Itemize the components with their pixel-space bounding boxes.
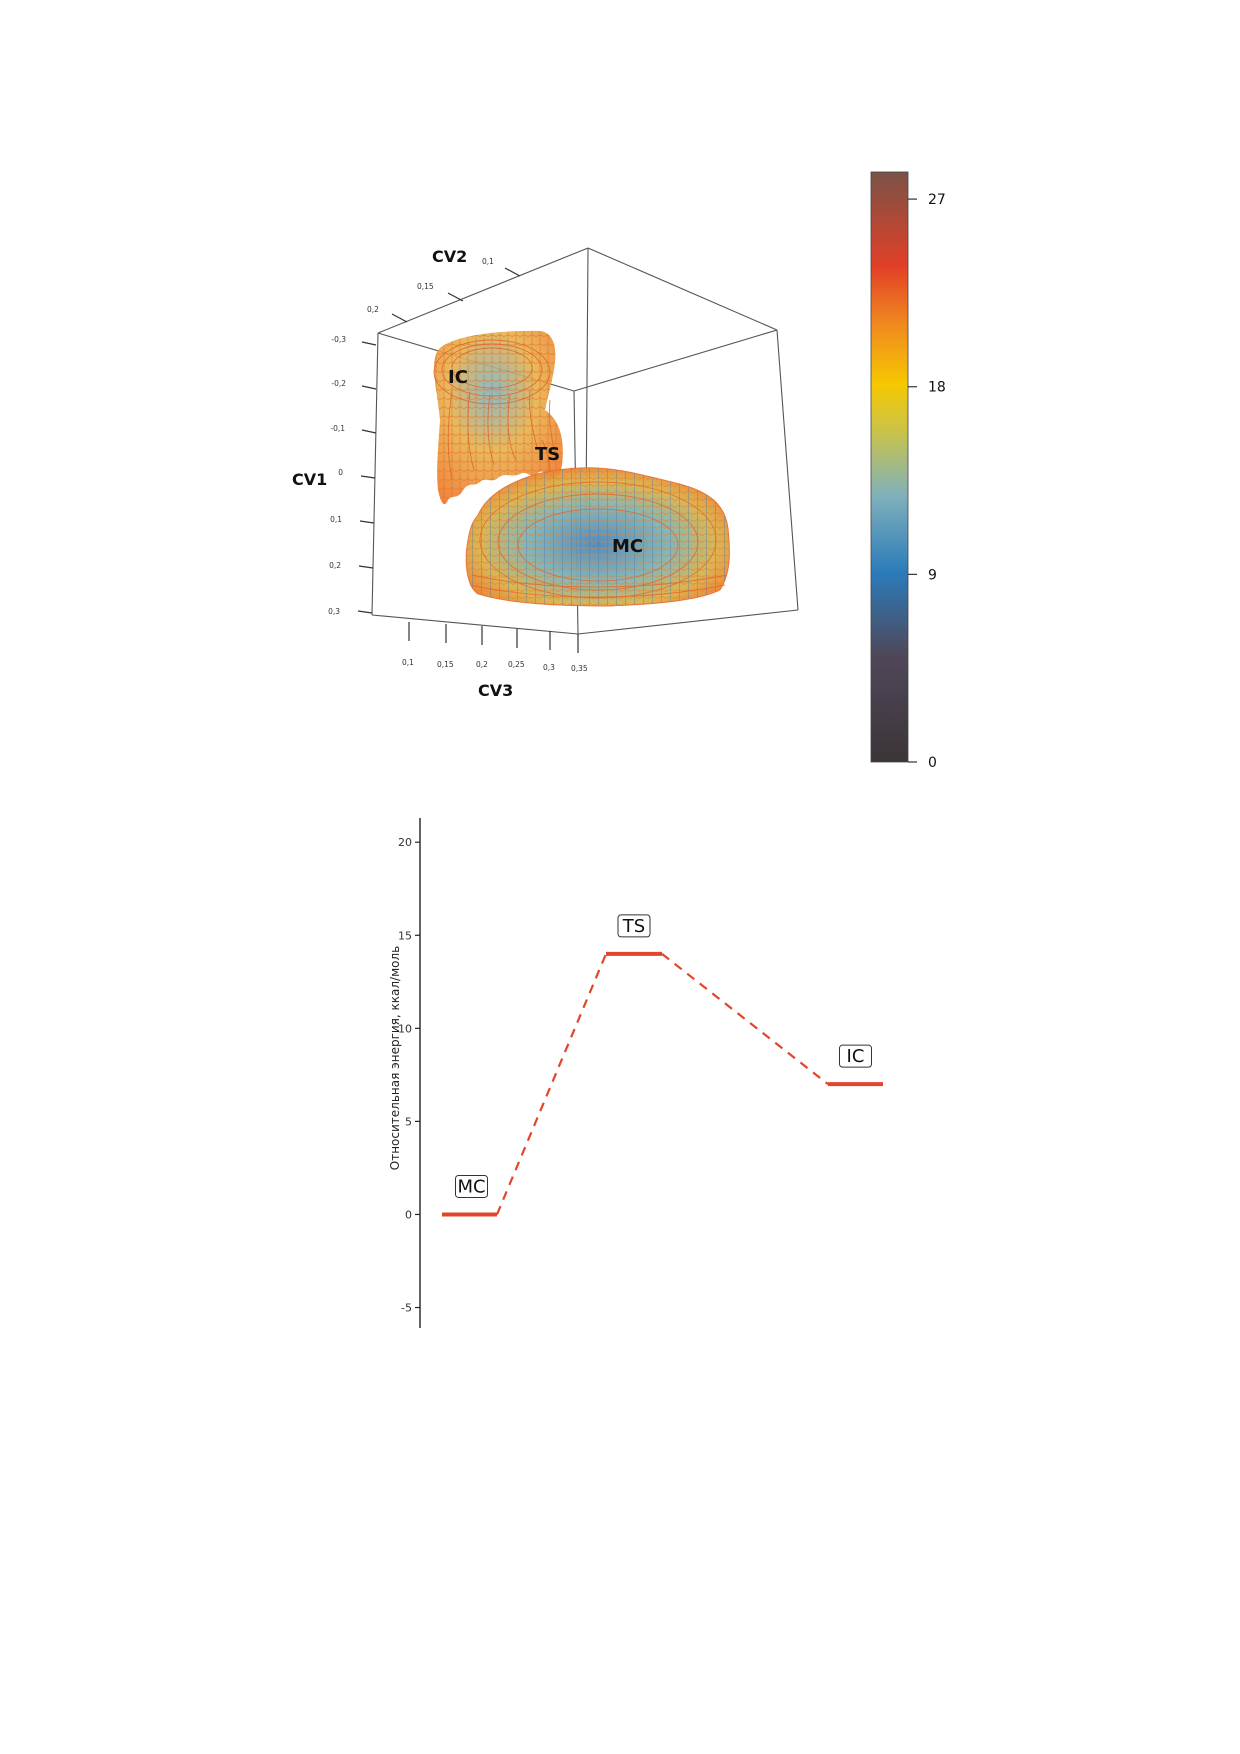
y-axis-label: Относительная энергия, ккал/моль: [388, 946, 402, 1170]
colorbar-ticks: 0 9 18 27: [908, 192, 946, 771]
state-label-box: [617, 914, 651, 938]
y-tick-label: 10: [398, 1022, 412, 1035]
ic-isosurface: [433, 330, 563, 505]
cv2-tick: 0,2: [367, 305, 379, 314]
y-tick-label: 20: [398, 836, 412, 849]
cv1-axis-label: CV1: [292, 470, 327, 489]
cv1-tick: 0,2: [329, 561, 341, 570]
cv2-tick: 0,1: [482, 257, 494, 266]
cv3-tick: 0,3: [543, 663, 555, 672]
cv3-tick: 0,35: [571, 664, 588, 673]
cv3-axis-label: CV3: [478, 681, 513, 700]
colorbar-gradient: [870, 171, 909, 763]
colorbar: 0 9 18 27: [870, 171, 946, 771]
cv1-tick: 0,3: [328, 607, 340, 616]
cv2-tick: 0,15: [417, 282, 434, 291]
colorbar-tick-label: 27: [928, 192, 946, 208]
cv1-tick: -0,1: [330, 424, 345, 433]
state-label-ts: TS: [622, 916, 645, 937]
isosurface-figure: -0,3 -0,2 -0,1 0 0,1 0,2 0,3 CV1 0,2 0,1…: [292, 171, 946, 771]
y-tick-label: 0: [405, 1208, 412, 1221]
colorbar-tick-label: 9: [928, 567, 937, 583]
cv1-tick: -0,3: [331, 335, 346, 344]
profile-connector: [495, 953, 608, 1215]
cv2-axis: 0,2 0,15 0,1 CV2: [367, 247, 521, 323]
y-tick-label: -5: [401, 1302, 412, 1315]
region-label-mc: MC: [612, 536, 643, 557]
region-label-ic: IC: [448, 367, 468, 388]
colorbar-tick-label: 0: [928, 755, 937, 771]
cv3-tick: 0,1: [402, 658, 414, 667]
y-tick-label: 15: [398, 929, 412, 942]
colorbar-tick-label: 18: [928, 380, 946, 396]
state-label-ic: IC: [847, 1046, 865, 1067]
state-label-mc: MC: [457, 1176, 485, 1197]
cv3-axis: 0,1 0,15 0,2 0,25 0,3 0,35 CV3: [402, 622, 588, 700]
cv2-axis-label: CV2: [432, 247, 467, 266]
cv3-tick: 0,25: [508, 660, 525, 669]
energy-profile: MC TS IC: [442, 914, 883, 1217]
y-axis-ticks: -5 0 5 10 15 20: [398, 836, 420, 1315]
state-label-box: [839, 1044, 872, 1068]
cv1-tick: 0,1: [330, 515, 342, 524]
mc-isosurface: [465, 467, 730, 607]
cv1-tick: 0: [338, 468, 343, 477]
cube-wireframe: [371, 247, 799, 635]
cv3-tick: 0,2: [476, 660, 488, 669]
region-label-ts: TS: [535, 444, 560, 465]
cv1-axis: -0,3 -0,2 -0,1 0 0,1 0,2 0,3 CV1: [292, 335, 377, 616]
state-label-box: [455, 1174, 488, 1198]
y-tick-label: 5: [405, 1115, 412, 1128]
cv1-tick: -0,2: [331, 379, 346, 388]
cv3-tick: 0,15: [437, 660, 454, 669]
profile-connector: [661, 953, 829, 1086]
